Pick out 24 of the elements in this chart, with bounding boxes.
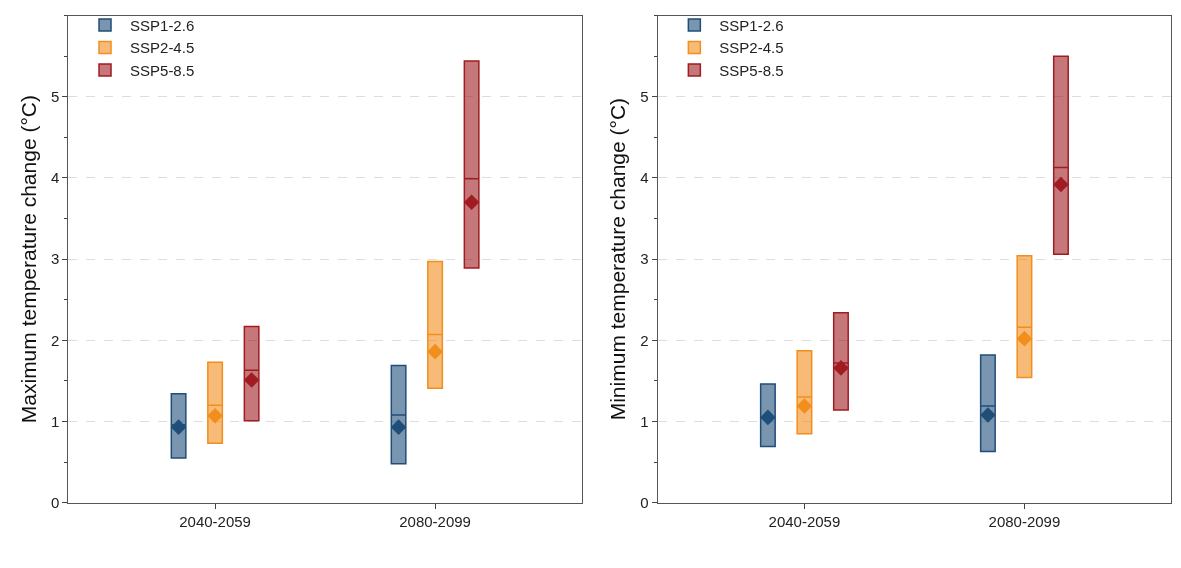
y-tick-label: 2 bbox=[640, 331, 649, 349]
x-tick-label: 2040-2059 bbox=[768, 512, 841, 530]
y-tick-label: 0 bbox=[51, 493, 60, 511]
y-tick-label: 1 bbox=[51, 412, 60, 430]
legend-label: SSP5-8.5 bbox=[719, 61, 784, 79]
legend-label: SSP2-4.5 bbox=[130, 39, 195, 57]
y-axis-title: Minimum temperature change (°C) bbox=[606, 97, 630, 421]
y-tick-label: 1 bbox=[640, 412, 649, 430]
x-tick-label: 2080-2099 bbox=[399, 512, 471, 530]
x-tick-label: 2040-2059 bbox=[179, 512, 251, 530]
legend-label: SSP1-2.6 bbox=[719, 16, 784, 34]
y-tick-label: 5 bbox=[51, 88, 60, 106]
y-tick-label: 3 bbox=[640, 250, 649, 268]
y-axis-title: Maximum temperature change (°C) bbox=[17, 95, 41, 424]
y-tick-label: 4 bbox=[51, 169, 60, 187]
y-tick-label: 4 bbox=[640, 169, 649, 187]
y-tick-label: 3 bbox=[51, 250, 60, 268]
legend-label: SSP5-8.5 bbox=[130, 61, 195, 79]
legend-label: SSP2-4.5 bbox=[719, 39, 784, 57]
y-tick-label: 5 bbox=[640, 88, 649, 106]
x-tick-label: 2080-2099 bbox=[988, 512, 1061, 530]
legend-label: SSP1-2.6 bbox=[130, 16, 195, 34]
y-tick-label: 0 bbox=[640, 493, 649, 511]
y-tick-label: 2 bbox=[51, 331, 60, 349]
